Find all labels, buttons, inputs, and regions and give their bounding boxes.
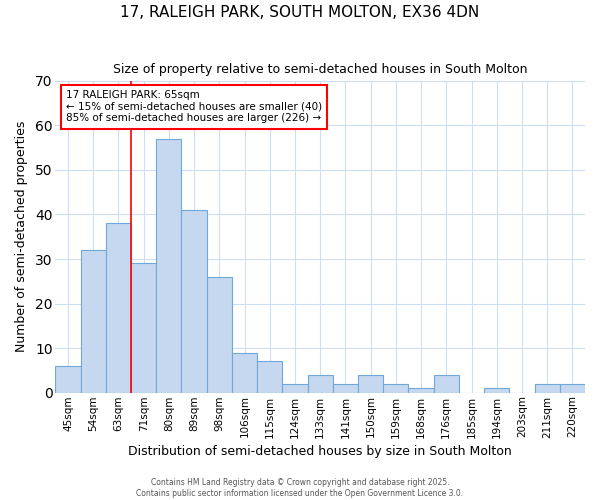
Bar	[409, 388, 434, 392]
Bar	[232, 352, 257, 393]
Bar	[383, 384, 409, 392]
Bar	[308, 375, 333, 392]
X-axis label: Distribution of semi-detached houses by size in South Molton: Distribution of semi-detached houses by …	[128, 444, 512, 458]
Bar	[333, 384, 358, 392]
Title: Size of property relative to semi-detached houses in South Molton: Size of property relative to semi-detach…	[113, 62, 527, 76]
Bar	[80, 250, 106, 392]
Y-axis label: Number of semi-detached properties: Number of semi-detached properties	[15, 121, 28, 352]
Bar	[55, 366, 80, 392]
Bar	[535, 384, 560, 392]
Text: Contains HM Land Registry data © Crown copyright and database right 2025.
Contai: Contains HM Land Registry data © Crown c…	[136, 478, 464, 498]
Bar	[283, 384, 308, 392]
Bar	[206, 277, 232, 392]
Bar	[257, 362, 283, 392]
Bar	[156, 138, 181, 392]
Bar	[106, 224, 131, 392]
Bar	[358, 375, 383, 392]
Bar	[131, 264, 156, 392]
Bar	[181, 210, 206, 392]
Bar	[484, 388, 509, 392]
Bar	[560, 384, 585, 392]
Bar	[434, 375, 459, 392]
Text: 17, RALEIGH PARK, SOUTH MOLTON, EX36 4DN: 17, RALEIGH PARK, SOUTH MOLTON, EX36 4DN	[121, 5, 479, 20]
Text: 17 RALEIGH PARK: 65sqm
← 15% of semi-detached houses are smaller (40)
85% of sem: 17 RALEIGH PARK: 65sqm ← 15% of semi-det…	[66, 90, 322, 124]
